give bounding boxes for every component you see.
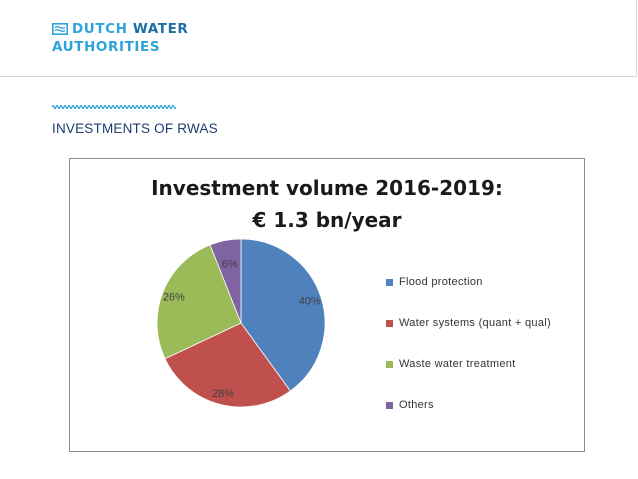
legend-swatch xyxy=(386,401,393,409)
pie-data-label: 6% xyxy=(222,259,238,271)
legend-swatch xyxy=(386,278,393,286)
logo-text-water: WATER xyxy=(132,21,189,37)
legend-label: Flood protection xyxy=(399,276,483,288)
pie-chart: 40% 28% 26% 6% xyxy=(156,238,326,408)
legend-item: Flood protection xyxy=(386,276,483,288)
pie-slice-0 xyxy=(240,238,326,392)
pie-data-label: 28% xyxy=(212,388,234,400)
header-bar: DUTCH WATER AUTHORITIES xyxy=(0,0,637,77)
pie-slice-1 xyxy=(164,322,291,408)
chart-title-line1: Investment volume 2016-2019: xyxy=(151,176,503,200)
logo-mark-icon xyxy=(52,23,68,35)
pie-data-label: 26% xyxy=(163,291,185,303)
chart-container: Investment volume 2016-2019: € 1.3 bn/ye… xyxy=(69,158,585,452)
pie-data-label: 40% xyxy=(299,296,321,308)
section-title: INVESTMENTS OF RWAS xyxy=(52,121,218,136)
legend-swatch xyxy=(386,319,393,327)
legend-label: Others xyxy=(399,399,434,411)
logo-text-authorities: AUTHORITIES xyxy=(52,39,161,55)
legend-label: Waste water treatment xyxy=(399,358,516,370)
pie-slice-3 xyxy=(209,238,242,324)
decorative-wave-icon xyxy=(52,104,176,110)
logo[interactable]: DUTCH WATER AUTHORITIES xyxy=(52,20,188,56)
legend-swatch xyxy=(386,360,393,368)
legend-label: Water systems (quant + qual) xyxy=(399,317,551,329)
legend-item: Others xyxy=(386,399,434,411)
chart-title-line2: € 1.3 bn/year xyxy=(252,208,402,232)
logo-text-dutch: DUTCH xyxy=(72,21,128,37)
legend-item: Waste water treatment xyxy=(386,358,516,370)
legend-item: Water systems (quant + qual) xyxy=(386,317,551,329)
pie-slice-2 xyxy=(156,244,242,360)
